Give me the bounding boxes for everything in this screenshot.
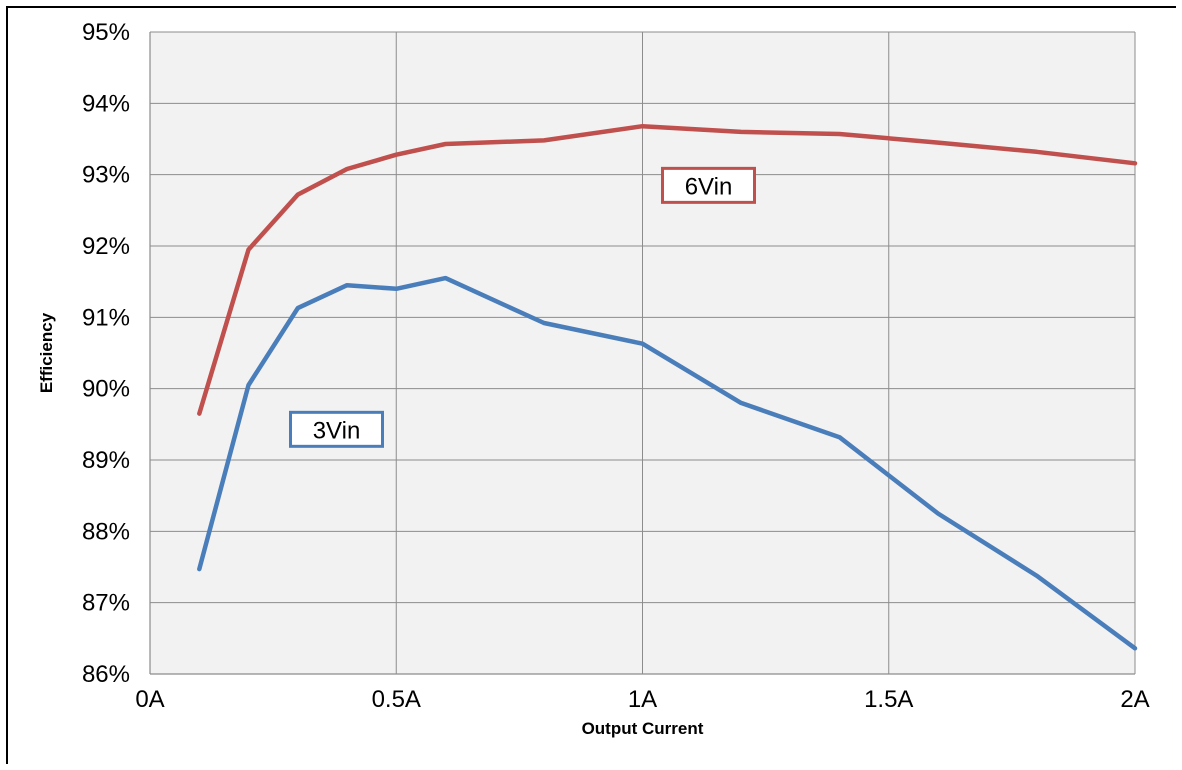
y-tick-label: 88% <box>82 518 130 545</box>
series-label-3vin: 3Vin <box>289 410 384 448</box>
series-line-6vin <box>197 123 1138 416</box>
series-labels: 6Vin 3Vin <box>289 166 756 448</box>
y-tick-label: 95% <box>82 19 130 46</box>
series-lines <box>197 123 1138 651</box>
x-tick-label: 0.5A <box>372 686 421 713</box>
y-tick-label: 87% <box>82 590 130 617</box>
series-label-box <box>661 166 756 204</box>
series-line-3vin <box>197 275 1138 651</box>
y-tick-label: 90% <box>82 376 130 403</box>
x-tick-label: 0A <box>135 686 164 713</box>
y-tick-label: 94% <box>82 90 130 117</box>
x-tick-label: 2A <box>1120 686 1149 713</box>
grid-lines <box>149 31 1136 675</box>
y-axis-title: Efficiency <box>37 312 56 393</box>
y-tick-label: 93% <box>82 162 130 189</box>
series-label-text: 3Vin <box>313 417 361 444</box>
series-label-box <box>289 410 384 448</box>
y-tick-label: 91% <box>82 304 130 331</box>
x-tick-label: 1A <box>628 686 657 713</box>
y-tick-label: 92% <box>82 233 130 260</box>
y-tick-label: 86% <box>82 661 130 688</box>
chart-frame: 86% 87% 88% 89% 90% 91% 92% 93% 94% 95% 0A 0.5A 1A 1.… <box>6 6 1176 764</box>
y-tick-label: 89% <box>82 447 130 474</box>
x-axis-title: Output Current <box>582 719 704 738</box>
tick-labels: 86% 87% 88% 89% 90% 91% 92% 93% 94% 95% 0A 0.5A 1A 1.… <box>82 19 1150 713</box>
series-label-6vin: 6Vin <box>661 166 756 204</box>
efficiency-chart: 86% 87% 88% 89% 90% 91% 92% 93% 94% 95% 0A 0.5A 1A 1.… <box>37 19 1150 738</box>
x-tick-label: 1.5A <box>864 686 913 713</box>
series-label-text: 6Vin <box>685 173 733 200</box>
